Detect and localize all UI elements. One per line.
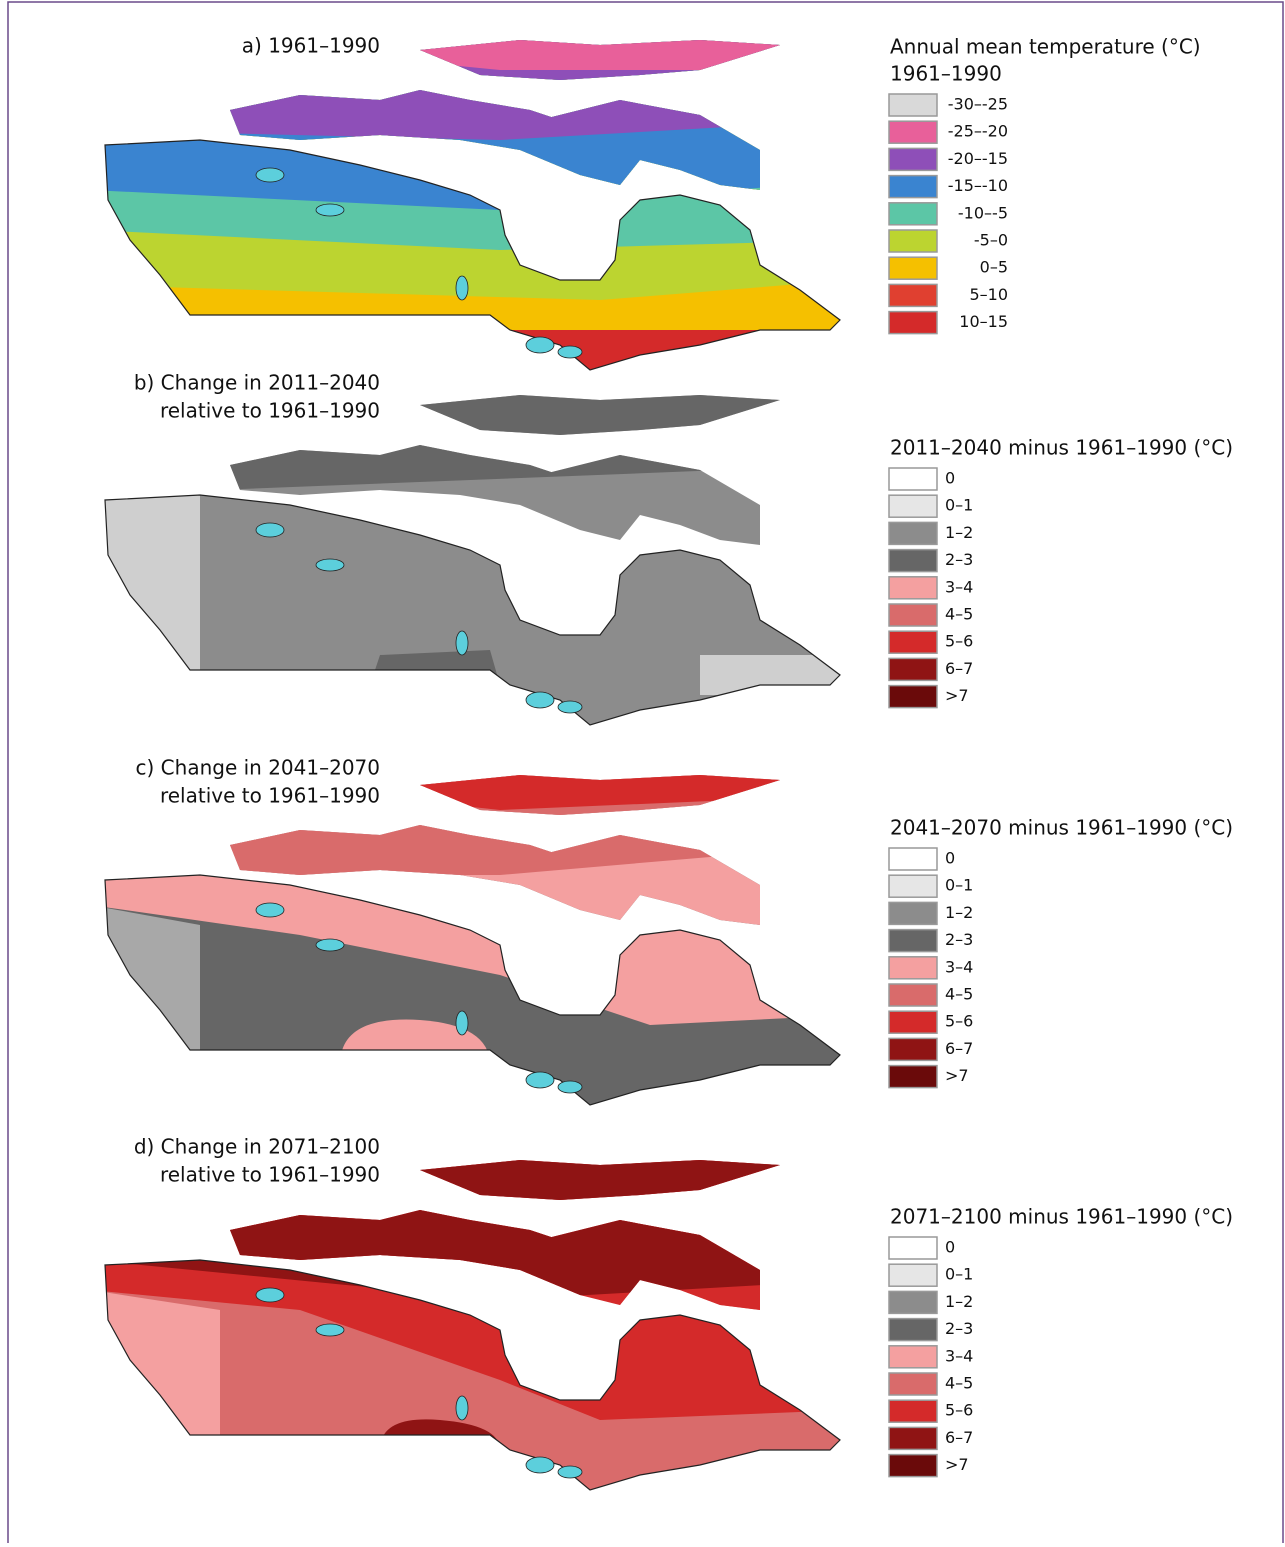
- legend-swatch: [889, 522, 937, 544]
- legend-label: 5–6: [945, 1401, 973, 1420]
- legend-swatch: [889, 1346, 937, 1368]
- legend-swatch: [889, 658, 937, 680]
- legend-swatch: [889, 902, 937, 924]
- legend-label: 2–3: [945, 1319, 973, 1338]
- legend-label: 4–5: [945, 1374, 973, 1393]
- legend-swatch: [889, 957, 937, 979]
- legend-swatch: [889, 1373, 937, 1395]
- legend-label: 5–10: [969, 285, 1008, 304]
- legend-title: 1961–1990: [890, 62, 1002, 86]
- legend-label: >7: [945, 1455, 969, 1474]
- legend-swatch: [889, 984, 937, 1006]
- legend-label: 3–4: [945, 577, 973, 596]
- legend-swatch: [889, 550, 937, 572]
- legend-label: 6–7: [945, 659, 973, 678]
- legend-label: 6–7: [945, 1428, 973, 1447]
- legend-label: 5–6: [945, 1012, 973, 1031]
- legend-swatch: [889, 930, 937, 952]
- legend-label: -15–-10: [948, 176, 1008, 195]
- panel-title: relative to 1961–1990: [160, 784, 380, 808]
- legend-title: Annual mean temperature (°C): [890, 35, 1201, 59]
- legend-label: -25–-20: [948, 122, 1008, 141]
- legend-swatch: [889, 631, 937, 653]
- legend-label: 1–2: [945, 903, 973, 922]
- legend-label: -10–-5: [958, 203, 1008, 222]
- map-c: [90, 765, 850, 1125]
- legend-swatch: [889, 604, 937, 626]
- legend-label: 1–2: [945, 523, 973, 542]
- legend-swatch: [889, 875, 937, 897]
- legend-label: 3–4: [945, 1346, 973, 1365]
- panel-title: b) Change in 2011–2040: [134, 371, 380, 395]
- legend-swatch: [889, 1427, 937, 1449]
- legend-swatch: [889, 1237, 937, 1259]
- legend-swatch: [889, 284, 937, 306]
- legend-title: 2011–2040 minus 1961–1990 (°C): [890, 436, 1233, 460]
- legend-title: 2071–2100 minus 1961–1990 (°C): [890, 1205, 1233, 1229]
- map-a: [90, 30, 850, 390]
- legend-swatch: [889, 1319, 937, 1341]
- legend-label: -30–-25: [948, 95, 1008, 114]
- panel-title: relative to 1961–1990: [160, 399, 380, 423]
- legend-swatch: [889, 230, 937, 252]
- legend-label: 5–6: [945, 632, 973, 651]
- legend-label: >7: [945, 686, 969, 705]
- legend-swatch: [889, 1264, 937, 1286]
- figure: a) 1961–1990 Annual mean temperature (°C)…: [0, 0, 1285, 1543]
- panel-title: relative to 1961–1990: [160, 1163, 380, 1187]
- map-d: [90, 1150, 850, 1510]
- legend-title: 2041–2070 minus 1961–1990 (°C): [890, 816, 1233, 840]
- legend-swatch: [889, 848, 937, 870]
- legend-swatch: [889, 1291, 937, 1313]
- panel-title: a) 1961–1990: [242, 34, 380, 58]
- legend-label: 0: [945, 469, 955, 488]
- legend-label: 1–2: [945, 1292, 973, 1311]
- legend-swatch: [889, 577, 937, 599]
- legend-label: 10–15: [959, 312, 1008, 331]
- panel-title: d) Change in 2071–2100: [134, 1135, 380, 1159]
- legend-swatch: [889, 148, 937, 170]
- map-b: [90, 385, 850, 745]
- legend-label: 4–5: [945, 985, 973, 1004]
- legend-swatch: [889, 495, 937, 517]
- legend-swatch: [889, 1400, 937, 1422]
- legend-label: 4–5: [945, 605, 973, 624]
- legend-swatch: [889, 94, 937, 116]
- legend-label: 0–1: [945, 496, 973, 515]
- legend-swatch: [889, 257, 937, 279]
- legend-label: 0: [945, 849, 955, 868]
- legend-swatch: [889, 176, 937, 198]
- legend-label: -20–-15: [948, 149, 1008, 168]
- legend-label: 2–3: [945, 550, 973, 569]
- legend-label: 0–1: [945, 1265, 973, 1284]
- legend-label: -5–0: [974, 231, 1008, 250]
- legend-label: >7: [945, 1066, 969, 1085]
- legend-swatch: [889, 1066, 937, 1088]
- legend-label: 6–7: [945, 1039, 973, 1058]
- legend-swatch: [889, 1038, 937, 1060]
- legend-swatch: [889, 121, 937, 143]
- legend-swatch: [889, 203, 937, 225]
- legend-label: 0–5: [980, 258, 1008, 277]
- legend-swatch: [889, 686, 937, 708]
- legend-label: 2–3: [945, 930, 973, 949]
- legend-label: 3–4: [945, 957, 973, 976]
- legend-label: 0–1: [945, 876, 973, 895]
- legend-swatch: [889, 1455, 937, 1477]
- legend-swatch: [889, 468, 937, 490]
- legend-label: 0: [945, 1238, 955, 1257]
- legend-swatch: [889, 312, 937, 334]
- legend-swatch: [889, 1011, 937, 1033]
- panel-title: c) Change in 2041–2070: [136, 756, 380, 780]
